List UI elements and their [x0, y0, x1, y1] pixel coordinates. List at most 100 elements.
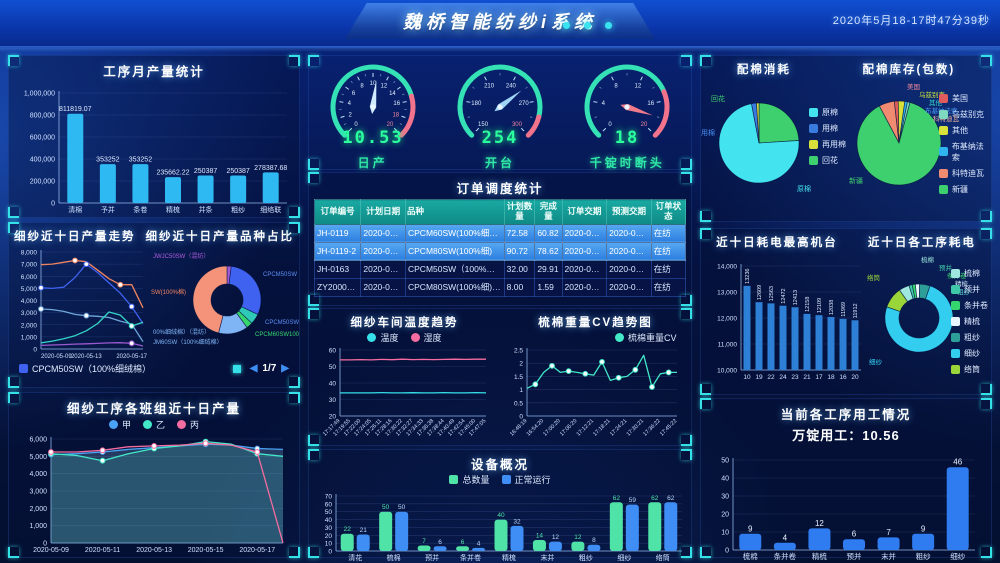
table-cell: 2020-05-16 [561, 241, 608, 261]
svg-text:2,000: 2,000 [21, 322, 38, 329]
team-output-chart[interactable]: 0 1,000 2,000 3,000 4,000 5,000 6,000 2020-05-0… [9, 431, 299, 557]
svg-text:150: 150 [478, 122, 489, 128]
panel-corner [981, 384, 992, 395]
legend-label: 温度 [380, 333, 399, 343]
panel-mid-trends: 细纱车间温度趋势 温度 湿度 20 30 40 50 60 17:17:49 17:19:55… [308, 308, 692, 446]
legend-item[interactable]: 用棉 [809, 123, 838, 134]
svg-text:络筒: 络筒 [656, 553, 670, 562]
legend-swatch [951, 316, 960, 326]
power-machines-chart[interactable]: 10,000 11,000 12,000 13,000 14,000 10 13236 19 1… [705, 250, 863, 382]
cotton-consume-pie[interactable]: 回花 用棉 原棉 [701, 77, 847, 199]
legend-item[interactable]: 预并 [951, 284, 980, 295]
svg-text:353252: 353252 [96, 157, 119, 164]
table-cell: 29.91 [534, 259, 563, 279]
svg-text:细纱: 细纱 [950, 551, 966, 561]
table-row[interactable]: ZY20000022020-05-13CPCM80SW(100%细)（漂白）8.… [313, 277, 687, 297]
legend-item[interactable]: 正常运行 [501, 473, 551, 486]
svg-text:8: 8 [592, 537, 596, 544]
legend-item[interactable]: 布基纳法索 [939, 141, 991, 163]
legend-item[interactable]: 温度 [367, 331, 399, 344]
equipment-chart[interactable]: 0 10 20 30 40 50 60 70 清花 22 21 梳棉 50 50 预并 7 6 条并卷 6 4 精梳 40… [309, 486, 691, 562]
svg-text:8: 8 [360, 84, 364, 90]
svg-text:353252: 353252 [129, 157, 152, 164]
panel-corner [681, 308, 692, 319]
gauge-machines-running[interactable]: 150 180 210 240 270 300 254 [438, 60, 562, 156]
legend-item[interactable]: 梳棉重量CV [614, 331, 677, 344]
svg-text:粗纱: 粗纱 [916, 551, 932, 561]
pager-next-icon[interactable]: ▶ [281, 363, 289, 374]
svg-text:12413: 12413 [793, 290, 799, 305]
legend-item[interactable]: 乙 [142, 418, 165, 431]
table-cell: 2020-05-30 [561, 277, 608, 297]
svg-text:24: 24 [779, 374, 787, 381]
table-header-cell: 品种 [405, 199, 505, 225]
svg-text:精梳: 精梳 [955, 279, 969, 288]
table-cell: 2020-05-18 [606, 259, 652, 279]
gauge-open-label: 开台 [484, 156, 515, 170]
legend-item[interactable]: 其他 [939, 125, 968, 136]
table-cell: JH-0163 [313, 259, 362, 279]
legend-item[interactable]: 细纱 [951, 348, 980, 359]
svg-text:12: 12 [552, 534, 560, 541]
legend-swatch [19, 364, 28, 373]
legend-item[interactable]: 丙 [177, 418, 199, 431]
panel-title-team-output: 细纱工序各班组近十日产量 [66, 402, 241, 416]
legend-item[interactable]: 原棉 [809, 107, 838, 118]
panel-corner [700, 547, 711, 558]
legend-item[interactable]: 甲 [108, 418, 131, 431]
labor-chart[interactable]: 0 10 20 30 40 50 梳棉 9 条并卷 4 精梳 12 预并 6 末并 7 粗纱 9 细纱 46 [701, 446, 991, 563]
table-cell: CPCM80SW(100%细) [405, 241, 505, 261]
svg-text:18: 18 [827, 374, 835, 381]
yarn-variety-donut[interactable]: JWJC50SW（混纺） SW(100%棉) CPCM50SW（1 CPCM50SW（… [151, 244, 299, 362]
legend-swatch [939, 109, 948, 119]
legend-item[interactable]: 美国 [939, 93, 968, 104]
pager-prev-icon[interactable]: ◀ [249, 363, 258, 374]
svg-text:17:45:22: 17:45:22 [659, 418, 678, 437]
legend-item[interactable]: CPCM50SW（100%细绒棉） [19, 362, 151, 375]
svg-text:清棉: 清棉 [68, 205, 82, 214]
panel-title-labor: 当前各工序用工情况 [780, 408, 912, 422]
legend-item[interactable]: 回花 [809, 155, 838, 166]
legend-item[interactable]: 条并卷 [951, 300, 988, 311]
legend-item[interactable]: 科特迪瓦 [939, 168, 984, 179]
legend-swatch [809, 107, 818, 117]
pager-square-icon[interactable] [232, 364, 241, 373]
legend-item[interactable]: 络筒 [951, 364, 980, 375]
svg-text:20: 20 [721, 512, 729, 519]
svg-text:5,000: 5,000 [29, 454, 47, 461]
temp-trend-chart[interactable]: 20 30 40 50 60 17:17:49 17:19:55 17:22:00 17:24:… [310, 344, 500, 446]
svg-text:30: 30 [721, 494, 729, 501]
legend-item[interactable]: 精梳 [951, 316, 980, 327]
panel-corner [681, 172, 692, 183]
table-cell: 在纺 [650, 277, 687, 297]
table-cell: CPCM60SW(100%细绒棉) [405, 223, 505, 243]
legend-item[interactable]: 湿度 [410, 331, 442, 344]
legend-item[interactable]: 总数量 [449, 473, 490, 486]
svg-text:12038: 12038 [829, 300, 835, 315]
gauge-end-breaks[interactable]: 0 4 8 12 16 20 18 [565, 60, 689, 156]
legend-item[interactable]: 乌兹别克 [939, 109, 984, 120]
table-row[interactable]: JH-0119-2 2020-05-06 CPCM80SW(100%细) 90.72 7… [313, 241, 687, 261]
table-cell: 2020-05-06 [360, 241, 406, 261]
table-row[interactable]: JH-0119 2020-04-27 CPCM60SW(100%细绒棉) 72.58 6… [313, 223, 687, 243]
legend-label: 梳棉 [964, 268, 980, 278]
panel-corner [8, 55, 19, 66]
legend-swatch [939, 93, 948, 103]
legend-item[interactable]: 梳棉 [951, 268, 980, 279]
monthly-output-chart[interactable]: 0 200,000 400,000 600,000 800,000 1,000,000 清棉… [9, 81, 299, 217]
cv-trend-chart[interactable]: 0 0.5 1 1.5 2 2.5 16:48:19 16:54:20 17:00:20 17:0… [501, 344, 691, 446]
legend-label: 丙 [190, 420, 200, 430]
svg-text:10: 10 [325, 541, 333, 548]
gauge-daily-output[interactable]: 0 2 4 6 8 10 12 14 16 18 20 10.53 [311, 60, 435, 156]
table-row[interactable]: JH-01632020-05-11CPCM50SW（100%细绒棉）32.002… [313, 259, 687, 279]
legend-label: 条并卷 [964, 300, 988, 310]
svg-text:0: 0 [725, 548, 729, 555]
legend-item[interactable]: 新疆 [939, 184, 968, 195]
svg-text:6: 6 [852, 530, 857, 539]
legend-item[interactable]: 再用棉 [809, 139, 846, 150]
svg-text:17:30:21: 17:30:21 [625, 418, 644, 437]
svg-text:清花: 清花 [348, 553, 362, 562]
legend-label: 乙 [155, 420, 165, 430]
legend-item[interactable]: 粗纱 [951, 332, 980, 343]
yarn-trend-chart[interactable]: 0 1,000 2,000 3,000 4,000 5,000 6,000 7,000 8,00… [11, 244, 151, 362]
